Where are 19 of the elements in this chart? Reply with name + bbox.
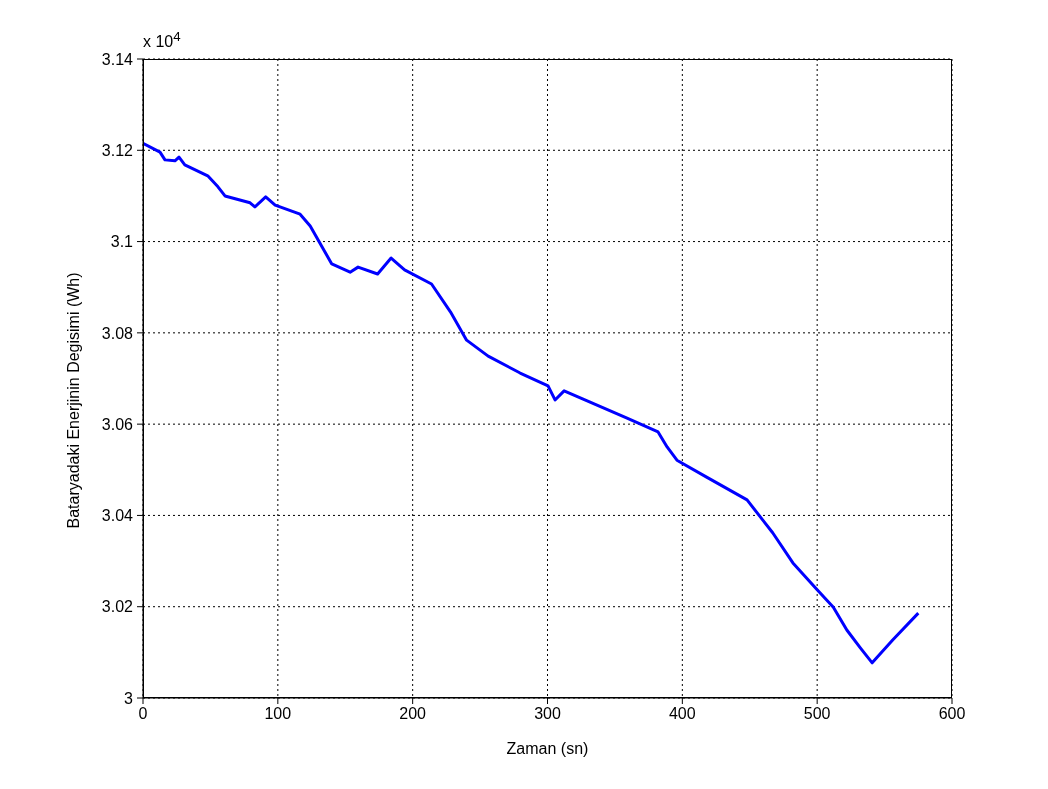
line-series [143, 141, 920, 665]
y-tick-label: 3.04 [101, 507, 134, 525]
y-tick-label: 3 [124, 689, 134, 707]
x-tick-label: 600 [938, 705, 966, 723]
x-tick-label: 100 [264, 705, 292, 723]
x-tick-label: 0 [138, 705, 148, 723]
x-tick-label: 300 [534, 705, 561, 723]
y-tick-label: 3.12 [101, 141, 134, 159]
y-axis-title: Bataryadaki Enerjinin Degisimi (Wh) [64, 272, 82, 529]
text: x 10$^{4}$ [143, 29, 181, 52]
x-axis-title: Zaman (sn) [506, 740, 589, 757]
x-tick-label: 500 [803, 705, 831, 723]
y-tick-label: 3.06 [101, 415, 134, 433]
y-tick-label: 3.14 [101, 50, 134, 68]
x-tick-label: 200 [399, 705, 427, 723]
y-tick-label: 3.1 [110, 233, 134, 251]
y-tick-label: 3.08 [101, 324, 134, 342]
x-tick-label: 400 [668, 705, 696, 723]
y-tick-label: 3.02 [101, 598, 134, 616]
